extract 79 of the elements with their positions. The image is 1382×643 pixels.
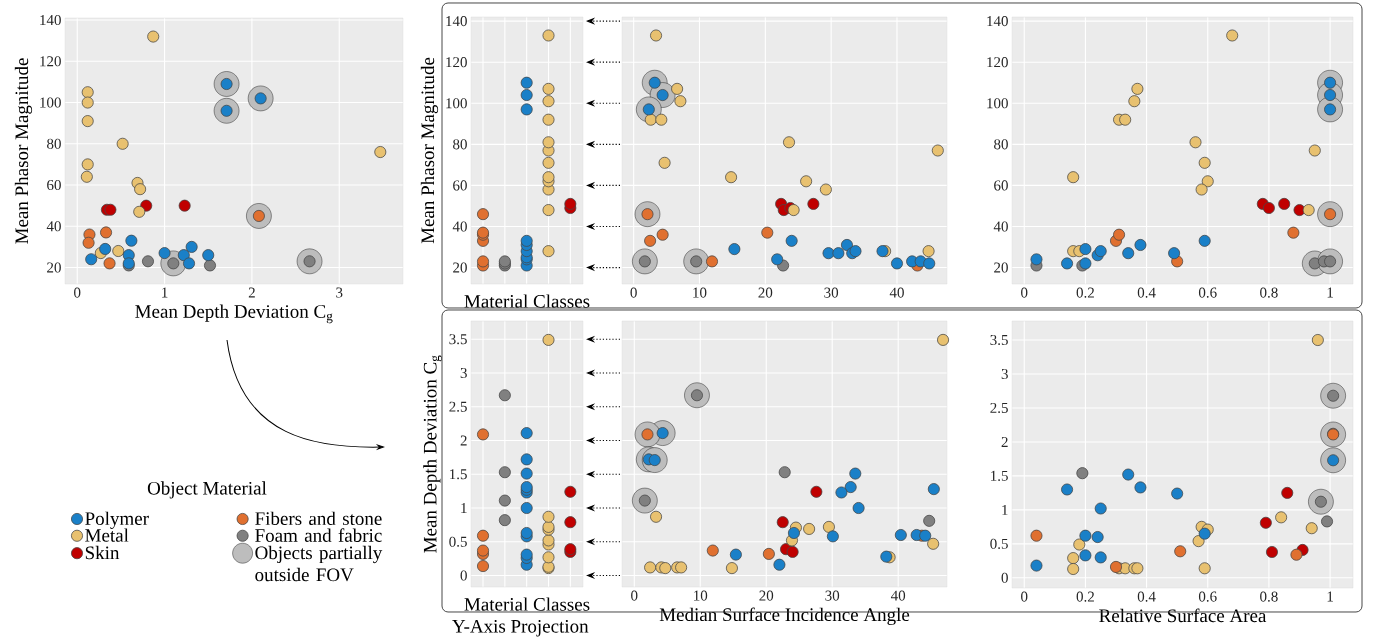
x-tick-label: 40: [890, 590, 906, 601]
x-tick-label: 0: [74, 287, 81, 298]
y-tick-label: 3: [1001, 368, 1008, 380]
x-tick-label: 0: [1021, 287, 1028, 298]
y-tick-label: 140: [987, 16, 1008, 27]
y-tick-label: 20: [994, 262, 1008, 273]
x-tick-label: 20: [759, 590, 774, 601]
x-tick-label: 0.6: [1198, 591, 1217, 602]
y-tick-label: 120: [446, 57, 467, 68]
y-tick-label: 1: [461, 503, 467, 513]
x-tick-label: 3: [336, 287, 343, 298]
x-tick-label: 10: [694, 590, 708, 601]
text: Y-Axis Projection: [452, 619, 589, 637]
y-tick-label: 1.5: [991, 470, 1008, 481]
x-tick-label: 0: [1021, 591, 1028, 602]
y-tick-label: 2.5: [990, 402, 1008, 414]
y-tick-label: 140: [40, 15, 61, 26]
y-tick-label: 80: [47, 138, 61, 149]
x-tick-label: 0.4: [1137, 287, 1156, 298]
y-tick-label: 80: [994, 139, 1008, 150]
legend-title: Object Material: [147, 481, 267, 499]
x-tick-label: 0: [631, 590, 638, 601]
y-tick-label: 40: [993, 221, 1008, 232]
y-tick-label: 100: [40, 97, 61, 108]
y-tick-label: 3.5: [990, 334, 1008, 346]
x-axis-title: Relative Surface Area: [1099, 608, 1267, 623]
y-tick-label: 0: [460, 570, 467, 581]
x-tick-label: 10: [693, 287, 707, 298]
y-axis-title: Mean Depth Deviation C$_{g}$: [423, 355, 442, 553]
x-tick-label: 2: [248, 287, 255, 298]
legend-label: Objects partially outside FOV: [255, 545, 383, 582]
x-tick-label: 1: [162, 287, 168, 298]
y-tick-label: 60: [994, 180, 1008, 191]
x-tick-label: 0: [630, 287, 637, 298]
y-tick-label: 120: [987, 57, 1008, 68]
x-axis-title: Material Classes: [464, 597, 590, 611]
x-axis-title: Mean Depth Deviation C$_{g}$: [135, 304, 333, 324]
x-tick-label: 30: [824, 287, 839, 298]
y-tick-label: 120: [40, 56, 61, 67]
x-tick-label: 1: [1327, 591, 1333, 602]
y-tick-label: 2: [1001, 436, 1008, 447]
y-tick-label: 140: [446, 16, 467, 27]
legend-label: Fibers and stone: [255, 511, 382, 526]
x-axis-title: Material Classes: [464, 294, 590, 308]
y-axis-title: Mean Phasor Magnitude: [420, 57, 439, 244]
y-tick-label: 1: [1002, 504, 1008, 515]
x-tick-label: 30: [825, 590, 840, 601]
y-tick-label: 80: [453, 139, 467, 150]
legend-label: Skin: [85, 545, 120, 560]
y-tick-label: 40: [46, 221, 61, 232]
y-tick-label: 0: [1001, 572, 1008, 583]
x-tick-label: 0.6: [1198, 287, 1217, 298]
y-tick-label: 1.5: [450, 469, 467, 480]
x-tick-label: 0.2: [1076, 591, 1094, 602]
y-tick-label: 3.5: [449, 334, 467, 345]
y-tick-label: 100: [446, 98, 467, 109]
x-tick-label: 0.8: [1260, 591, 1278, 602]
y-tick-label: 3: [460, 367, 467, 379]
legend-label: Metal: [85, 528, 129, 542]
y-tick-label: 20: [47, 262, 61, 273]
x-tick-label: 0.2: [1076, 287, 1094, 298]
x-tick-label: 0.8: [1260, 287, 1278, 298]
y-tick-label: 40: [452, 221, 467, 232]
x-tick-label: 0.4: [1137, 591, 1156, 602]
y-tick-label: 2.5: [449, 401, 467, 412]
y-tick-label: 2: [460, 435, 467, 446]
y-tick-label: 100: [987, 98, 1008, 109]
y-tick-label: 20: [453, 262, 467, 273]
y-tick-label: 0.5: [449, 536, 467, 547]
legend-label: Foam and fabric: [255, 528, 382, 542]
y-tick-label: 60: [453, 180, 467, 191]
y-axis-title: Mean Phasor Magnitude: [14, 58, 33, 244]
x-tick-label: 40: [889, 287, 904, 298]
y-tick-label: 0.5: [990, 538, 1008, 549]
x-tick-label: 1: [1327, 287, 1333, 298]
legend-label: Polymer: [85, 511, 149, 529]
x-tick-label: 20: [758, 287, 773, 298]
y-tick-label: 60: [47, 179, 61, 191]
x-axis-title: Median Surface Incidence Angle: [659, 607, 910, 625]
